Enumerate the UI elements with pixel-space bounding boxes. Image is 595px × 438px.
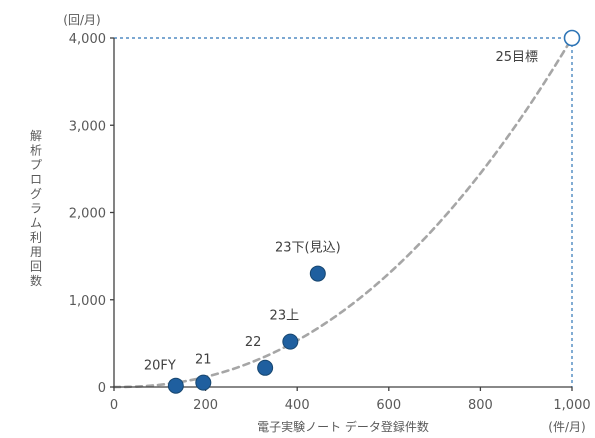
y-tick-label: 1,000 [69,294,106,309]
axis-layer: 0 1,000 2,000 3,000 4,000 0 200 400 600 800 1,000 (… [30,13,591,434]
data-point-label: 23上 [270,309,300,324]
target-guide-layer [114,37,573,387]
x-tick-label: 0 [110,398,118,413]
x-axis-unit: (件/月) [548,420,585,434]
y-axis-title-char: 用 [30,245,42,259]
y-tick-label: 3,000 [69,119,106,134]
y-axis-title-char: 析 [30,144,42,158]
y-axis-title-char: ラ [30,202,42,216]
data-point-label: 21 [195,353,212,368]
data-point [257,359,274,376]
y-axis-title-char: 解 [30,129,42,143]
x-tick-label: 600 [376,398,401,413]
y-axis-title-char: グ [30,187,42,201]
x-tick-label: 400 [285,398,310,413]
trend-curve [112,36,574,389]
label-layer: 20FY 21 22 23上 23下(見込) 25目標 [144,50,538,374]
data-point [195,374,212,391]
y-axis-title-char: 数 [30,273,42,288]
y-axis-title: 解析プログラム利用回数 [30,129,42,288]
data-point [167,377,184,394]
y-tick-label: 4,000 [69,32,106,47]
data-point-label: 23下(見込) [275,241,341,256]
y-axis-title-char: ロ [30,173,42,187]
y-axis-title-char: 回 [30,260,42,274]
target-point-label: 25目標 [495,50,538,65]
x-tick-label: 1,000 [553,398,590,413]
y-axis-title-char: ム [30,216,42,230]
data-point-label: 20FY [144,359,176,374]
data-point [282,333,299,350]
y-axis-title-char: プ [30,158,42,172]
trend-layer [112,36,574,389]
data-point-label: 22 [245,335,262,350]
y-tick-label: 2,000 [69,207,106,222]
y-tick-label: 0 [98,381,106,396]
x-axis-title: 電子実験ノート データ登録件数 [257,419,429,434]
y-axis-unit: (回/月) [63,13,100,27]
x-tick-label: 800 [468,398,493,413]
point-layer [167,29,581,394]
target-point [563,29,581,47]
data-point [309,265,326,282]
y-axis-title-char: 利 [30,231,42,245]
x-tick-label: 200 [193,398,218,413]
